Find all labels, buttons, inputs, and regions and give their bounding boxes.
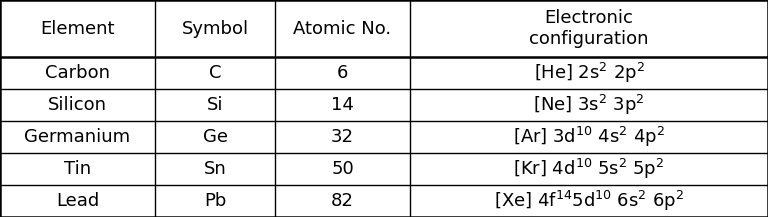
Text: C: C <box>209 64 221 82</box>
Text: Si: Si <box>207 96 223 114</box>
Text: 6: 6 <box>337 64 348 82</box>
Text: Silicon: Silicon <box>48 96 107 114</box>
Text: 14: 14 <box>331 96 354 114</box>
Text: [Kr] 4d$^{10}$ 5s$^2$ 5p$^2$: [Kr] 4d$^{10}$ 5s$^2$ 5p$^2$ <box>513 157 664 181</box>
Text: [Ar] 3d$^{10}$ 4s$^2$ 4p$^2$: [Ar] 3d$^{10}$ 4s$^2$ 4p$^2$ <box>513 125 665 149</box>
Text: Electronic
configuration: Electronic configuration <box>529 9 649 48</box>
Text: Ge: Ge <box>203 128 227 146</box>
Text: [Ne] 3s$^2$ 3p$^2$: [Ne] 3s$^2$ 3p$^2$ <box>533 93 644 117</box>
Text: Lead: Lead <box>56 192 99 210</box>
Text: 32: 32 <box>331 128 354 146</box>
Text: Pb: Pb <box>204 192 227 210</box>
Text: Symbol: Symbol <box>181 20 249 38</box>
Text: Sn: Sn <box>204 160 227 178</box>
Text: [He] 2s$^2$ 2p$^2$: [He] 2s$^2$ 2p$^2$ <box>534 61 644 85</box>
Text: Carbon: Carbon <box>45 64 110 82</box>
Text: Atomic No.: Atomic No. <box>293 20 392 38</box>
Text: [Xe] 4f$^{14}$5d$^{10}$ 6s$^2$ 6p$^2$: [Xe] 4f$^{14}$5d$^{10}$ 6s$^2$ 6p$^2$ <box>494 189 684 213</box>
Text: 50: 50 <box>331 160 354 178</box>
Text: Germanium: Germanium <box>25 128 131 146</box>
Text: Element: Element <box>40 20 114 38</box>
Text: 82: 82 <box>331 192 354 210</box>
Text: Tin: Tin <box>64 160 91 178</box>
